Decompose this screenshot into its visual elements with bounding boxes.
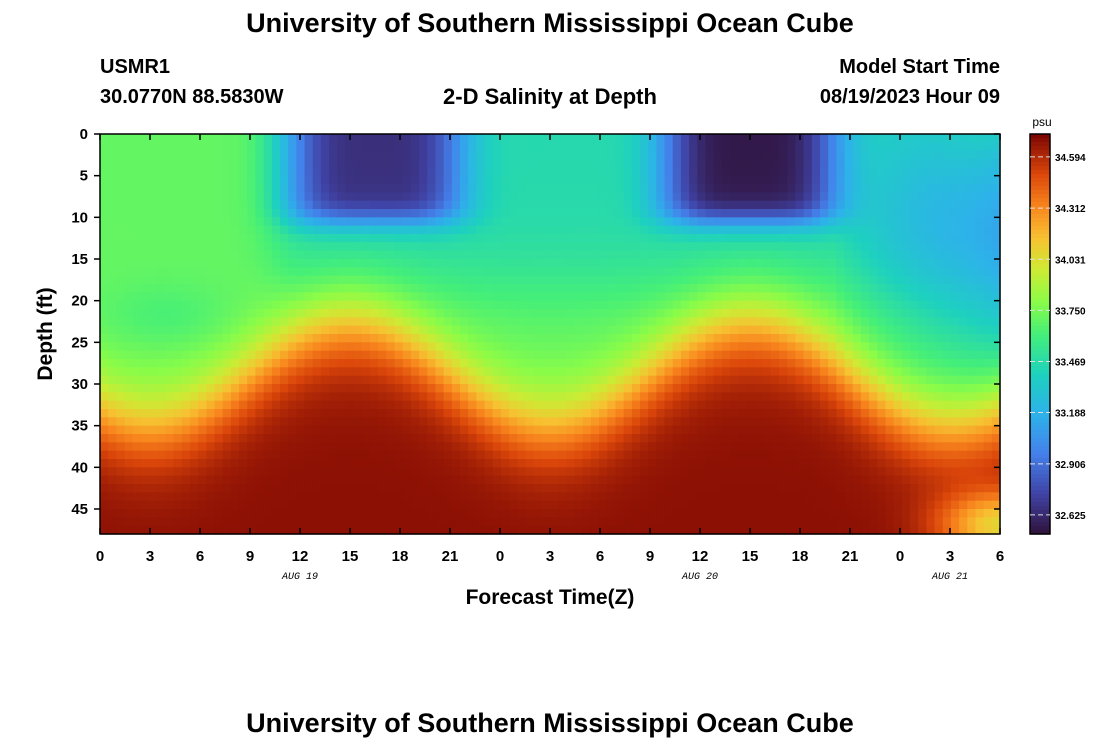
colorbar-tick-label: 34.312 xyxy=(1055,204,1086,215)
x-tick-label: 6 xyxy=(596,548,604,565)
x-axis-label: Forecast Time(Z) xyxy=(466,586,635,609)
y-tick-label: 35 xyxy=(71,418,88,435)
colorbar-tick-label: 33.188 xyxy=(1055,409,1086,420)
y-tick-label: 15 xyxy=(71,251,88,268)
x-tick-label: 9 xyxy=(246,548,254,565)
x-tick-label: 18 xyxy=(392,548,409,565)
x-tick-label: 21 xyxy=(442,548,459,565)
colorbar-tick-label: 32.906 xyxy=(1055,460,1086,471)
x-tick-label: 0 xyxy=(896,548,904,565)
x-tick-label: 3 xyxy=(946,548,954,565)
x-tick-label: 6 xyxy=(996,548,1004,565)
y-tick-label: 5 xyxy=(80,168,88,185)
y-tick-label: 30 xyxy=(71,376,88,393)
x-tick-label: 0 xyxy=(96,548,104,565)
colorbar-tick-label: 32.625 xyxy=(1055,511,1086,522)
x-tick-label: 9 xyxy=(646,548,654,565)
colorbar-tick-label: 33.469 xyxy=(1055,357,1086,368)
x-tick-label: 3 xyxy=(146,548,154,565)
x-tick-label: 0 xyxy=(496,548,504,565)
x-tick-label: 21 xyxy=(842,548,859,565)
y-tick-label: 10 xyxy=(71,209,88,226)
y-tick-label: 0 xyxy=(80,126,88,143)
station-id: USMR1 xyxy=(100,56,171,78)
plot-title: 2-D Salinity at Depth xyxy=(443,84,657,109)
salinity-heatmap xyxy=(100,134,1001,535)
salinity-chart: 0 3 6 9 12 15 18 21 0 3 6 9 12 15 18 21 0 3 6 AUG 19 AUG 20 A… xyxy=(34,115,1086,609)
model-start-label: Model Start Time xyxy=(839,56,1000,78)
colorbar-tick-label: 34.031 xyxy=(1055,255,1086,266)
x-tick-label: 12 xyxy=(292,548,309,565)
colorbar-tick-label: 33.750 xyxy=(1055,306,1086,317)
model-start-value: 08/19/2023 Hour 09 xyxy=(819,86,1000,108)
y-tick-label: 40 xyxy=(71,459,88,476)
colorbar-tick-label: 34.594 xyxy=(1055,153,1086,164)
date-label: AUG 21 xyxy=(931,572,968,583)
x-tick-label: 18 xyxy=(792,548,809,565)
date-label: AUG 20 xyxy=(681,572,718,583)
page-title: University of Southern Mississippi Ocean… xyxy=(246,8,854,38)
x-tick-label: 12 xyxy=(692,548,709,565)
colorbar: psu 34.594 34.312 34.031 33.750 33.469 33.188 3… xyxy=(1029,115,1086,535)
x-tick-label: 3 xyxy=(546,548,554,565)
footer-title: University of Southern Mississippi Ocean… xyxy=(246,708,854,738)
colorbar-unit: psu xyxy=(1032,115,1051,129)
x-tick-label: 6 xyxy=(196,548,204,565)
x-tick-label: 15 xyxy=(342,548,359,565)
x-tick-label: 15 xyxy=(742,548,759,565)
colorbar-frame xyxy=(1029,133,1051,535)
date-label: AUG 19 xyxy=(281,572,318,583)
y-tick-label: 45 xyxy=(71,501,88,518)
y-tick-label: 25 xyxy=(71,334,88,351)
y-tick-label: 20 xyxy=(71,293,88,310)
station-coordinates: 30.0770N 88.5830W xyxy=(100,86,284,108)
y-axis-label: Depth (ft) xyxy=(34,287,57,380)
